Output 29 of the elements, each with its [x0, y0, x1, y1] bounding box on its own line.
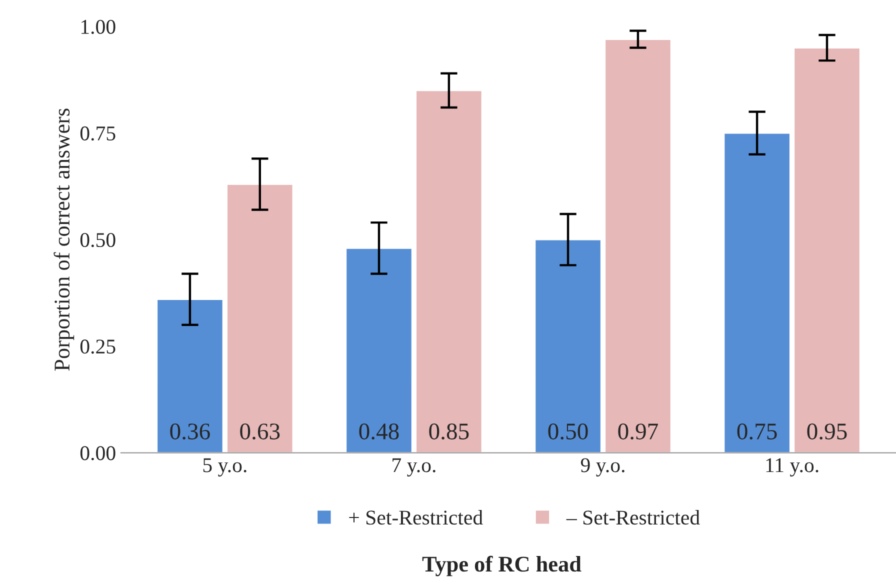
data-label: 0.48 — [359, 424, 399, 440]
x-tick-label: 5 y.o. — [203, 458, 246, 477]
bar — [534, 238, 602, 453]
x-tick-label: 11 y.o. — [766, 458, 818, 477]
data-label: 0.36 — [170, 424, 210, 440]
bar — [793, 47, 861, 453]
data-label: 0.63 — [240, 424, 280, 440]
bar — [604, 38, 672, 453]
y-tick-label: 0.25 — [80, 340, 116, 354]
legend-label: – Set-Restricted — [566, 510, 700, 525]
y-axis-title: Porportion of correct answers — [54, 108, 74, 371]
bar — [415, 90, 483, 453]
y-tick-label: 0.75 — [80, 126, 116, 141]
bar — [345, 247, 413, 453]
y-tick-label: 0.50 — [80, 232, 116, 248]
data-label: 0.85 — [429, 424, 469, 440]
legend-label: + Set-Restricted — [349, 510, 483, 525]
y-tick-label: 0.00 — [80, 446, 116, 460]
x-axis-title: Type of RC head — [422, 556, 582, 576]
data-label: 0.50 — [548, 424, 588, 440]
bar — [226, 183, 294, 453]
data-label: 0.95 — [807, 424, 847, 440]
data-label: 0.75 — [737, 424, 777, 440]
y-tick-label: 1.00 — [81, 20, 116, 34]
data-label: 0.97 — [618, 424, 658, 440]
bar — [723, 132, 791, 453]
x-tick-label: 7 y.o. — [392, 458, 436, 477]
bar — [156, 298, 224, 453]
x-tick-label: 9 y.o. — [580, 458, 624, 477]
